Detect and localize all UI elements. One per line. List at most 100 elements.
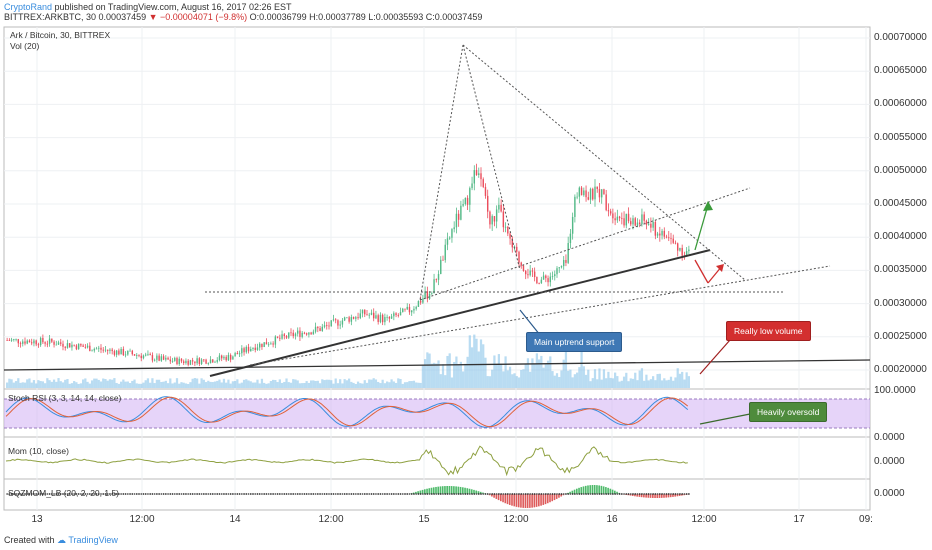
sqz-dot	[497, 493, 500, 495]
sqz-dot	[314, 493, 317, 495]
sqz-dot	[569, 493, 572, 495]
low-volume-callout[interactable]: Really low volume	[726, 321, 811, 341]
sqz-bar	[421, 489, 424, 494]
main-title: Ark / Bitcoin, 30, BITTREX	[10, 30, 111, 40]
candle	[433, 279, 435, 294]
volume-bar	[178, 383, 181, 388]
candle	[182, 361, 185, 364]
price-tick: 0.00040000	[874, 231, 927, 243]
candle	[435, 279, 438, 281]
volume-bar	[323, 380, 326, 388]
long-term-support-line[interactable]	[3, 359, 871, 371]
candle	[368, 314, 370, 316]
candle	[28, 340, 31, 343]
author-link[interactable]: CryptoRand	[4, 2, 53, 12]
volume-bar	[397, 378, 400, 388]
sqz-dot	[415, 493, 418, 495]
main-uptrend-line[interactable]	[209, 249, 711, 377]
candle	[426, 291, 429, 299]
candle	[475, 170, 478, 176]
mom-pane[interactable]	[3, 436, 871, 480]
volume-bar	[220, 382, 223, 388]
price-tick: 0.00070000	[874, 32, 927, 43]
stoch-k-line	[5, 396, 689, 428]
volume-bar	[622, 376, 626, 388]
candle	[567, 243, 569, 263]
candle	[583, 190, 585, 196]
candle	[498, 204, 500, 210]
candle	[612, 213, 614, 219]
sqz-dot	[200, 493, 203, 495]
sqz-dot	[66, 493, 69, 495]
candle	[323, 325, 326, 327]
candle	[571, 216, 574, 234]
sqz-dot	[299, 493, 301, 495]
candle	[598, 189, 601, 198]
sqz-dot	[363, 493, 366, 495]
volume-bar	[202, 379, 205, 388]
lowvol-callout-pointer	[699, 339, 731, 375]
sqz-dot	[91, 493, 93, 495]
sqz-dot	[305, 493, 308, 495]
uptrend-callout[interactable]: Main uptrend support	[526, 332, 623, 352]
candle	[446, 238, 449, 245]
volume-bar	[587, 369, 590, 388]
sqz-dot	[603, 493, 605, 495]
candle	[305, 333, 308, 335]
oversold-callout[interactable]: Heavily oversold	[749, 402, 828, 422]
sqz-dot	[493, 493, 496, 495]
sqz-dot	[35, 493, 38, 495]
candle	[668, 237, 670, 239]
volume-bar	[334, 378, 337, 388]
volume-bar	[84, 378, 87, 388]
volume-bar	[133, 379, 136, 388]
volume-bar	[26, 379, 29, 388]
volume-bar	[428, 353, 431, 388]
sqz-dot	[173, 493, 176, 495]
volume-bar	[189, 382, 192, 388]
candle	[504, 226, 507, 228]
candle	[377, 315, 379, 322]
volume-bar	[314, 380, 317, 388]
volume-bar	[658, 373, 661, 388]
volume-bar	[652, 376, 655, 388]
candle	[641, 214, 643, 225]
candle	[263, 342, 265, 348]
volume-bars	[6, 334, 690, 388]
candle	[596, 186, 598, 190]
footer-brand[interactable]: TradingView	[68, 535, 118, 545]
volume-bar	[437, 360, 440, 388]
drawings[interactable]	[3, 44, 871, 425]
sqz-dot	[21, 493, 24, 495]
volume-bar	[82, 379, 85, 388]
sqz-dot	[408, 493, 411, 495]
sqz-dot	[256, 493, 259, 495]
candle	[48, 338, 51, 344]
sqz-dot	[292, 493, 295, 495]
sqz-dot	[368, 493, 371, 495]
sqz-dot	[75, 493, 78, 495]
sqz-dot	[341, 493, 344, 495]
candle	[486, 195, 489, 212]
sqz-bar	[645, 494, 647, 498]
candle	[531, 270, 534, 272]
candle	[440, 259, 442, 275]
volume-bar	[408, 381, 411, 388]
sqz-dot	[462, 493, 465, 495]
volume-bar	[14, 381, 18, 388]
sqz-bar	[446, 486, 448, 494]
publish-text: published on TradingView.com, August 16,…	[54, 2, 292, 12]
sqz-dot	[111, 493, 114, 495]
volume-bar	[61, 382, 65, 388]
candle	[200, 359, 203, 364]
price-change: ▼ −0.00004071 (−9.8%)	[148, 12, 248, 22]
candle	[124, 354, 127, 356]
fib-line-right[interactable]	[462, 44, 521, 271]
sqz-bar	[524, 494, 527, 508]
sqz-dot	[681, 493, 684, 495]
candle	[247, 346, 250, 352]
main-pane[interactable]	[3, 26, 871, 390]
fib-line-left[interactable]	[419, 44, 464, 301]
volume-bar	[95, 378, 98, 388]
